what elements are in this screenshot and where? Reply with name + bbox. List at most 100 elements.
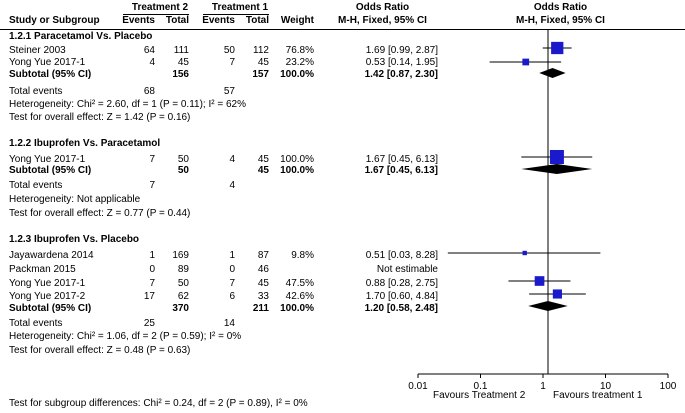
subtotal-total2: 211 <box>252 303 269 314</box>
events1: 7 <box>149 154 155 165</box>
events1-column-header: Events <box>122 15 155 26</box>
events2: 7 <box>229 57 235 68</box>
total1: 89 <box>177 264 189 275</box>
x-tick-label: 100 <box>660 381 677 392</box>
study-point-marker <box>549 150 564 164</box>
events2: 1 <box>229 250 235 261</box>
subgroup-differences-text: Test for subgroup differences: Chi² = 0.… <box>9 398 308 409</box>
subtotal-diamond <box>528 301 568 311</box>
subgroup-title: 1.2.2 Ibuprofen Vs. Paracetamol <box>9 138 161 149</box>
events1: 0 <box>149 264 155 275</box>
x-tick-label: 1 <box>540 381 546 392</box>
heterogeneity-text: Heterogeneity: Chi² = 2.60, df = 1 (P = … <box>9 99 246 110</box>
x-tick-label: 0.01 <box>408 381 428 392</box>
total1: 50 <box>177 154 189 165</box>
subtotal-ci: 1.20 [0.58, 2.48] <box>364 303 438 314</box>
total-events1: 68 <box>143 86 155 97</box>
subgroup-title: 1.2.3 Ibuprofen Vs. Placebo <box>9 234 140 245</box>
odds-ratio-ci: 0.51 [0.03, 8.28] <box>365 250 438 261</box>
events2: 7 <box>229 278 235 289</box>
subtotal-diamond <box>539 68 566 78</box>
study-point-marker <box>522 250 527 256</box>
study-name: Yong Yue 2017-1 <box>9 278 86 289</box>
group2-underline <box>203 14 269 15</box>
events1: 1 <box>149 250 155 261</box>
or-column-title: Odds Ratio <box>355 2 410 13</box>
subtotal-total2: 157 <box>252 69 269 80</box>
subtotal-label: Subtotal (95% CI) <box>9 165 92 176</box>
study-point-marker <box>522 58 530 66</box>
header-divider <box>0 29 685 30</box>
odds-ratio-ci: 1.69 [0.99, 2.87] <box>365 45 438 56</box>
total-events-label: Total events <box>9 86 63 97</box>
favours-left-label: Favours Treatment 2 <box>433 390 526 401</box>
weight-column-header: Weight <box>280 15 314 26</box>
total-events-label: Total events <box>9 180 63 191</box>
odds-ratio-ci: 1.67 [0.45, 6.13] <box>365 154 438 165</box>
overall-effect-text: Test for overall effect: Z = 0.48 (P = 0… <box>9 345 191 356</box>
odds-ratio-ci: 0.53 [0.14, 1.95] <box>365 57 438 68</box>
study-column-header: Study or Subgroup <box>9 15 100 26</box>
x-tick-label: 0.1 <box>474 381 488 392</box>
subtotal-total1: 156 <box>172 69 189 80</box>
total2-column-header: Total <box>245 15 269 26</box>
total2: 45 <box>257 278 269 289</box>
weight: 23.2% <box>285 57 314 68</box>
events1: 17 <box>143 291 155 302</box>
subtotal-total1: 370 <box>172 303 189 314</box>
subgroup-title: 1.2.1 Paracetamol Vs. Placebo <box>9 31 153 42</box>
plot-column-method: M-H, Fixed, 95% CI <box>516 15 605 26</box>
total1: 169 <box>172 250 189 261</box>
group2-header: Treatment 1 <box>211 2 269 13</box>
total1-column-header: Total <box>165 15 189 26</box>
events2: 6 <box>229 291 235 302</box>
subtotal-total2: 45 <box>257 165 269 176</box>
total-events2: 57 <box>223 86 235 97</box>
study-name: Steiner 2003 <box>9 45 66 56</box>
events1: 7 <box>149 278 155 289</box>
weight: 9.8% <box>291 250 314 261</box>
events2: 4 <box>229 154 235 165</box>
weight: 76.8% <box>285 45 314 56</box>
overall-effect-text: Test for overall effect: Z = 0.77 (P = 0… <box>9 208 191 219</box>
total1: 45 <box>177 57 189 68</box>
total2: 33 <box>257 291 269 302</box>
odds-ratio-ci: Not estimable <box>376 264 438 275</box>
total-events-label: Total events <box>9 318 63 329</box>
weight: 47.5% <box>285 278 314 289</box>
study-name: Yong Yue 2017-1 <box>9 57 86 68</box>
total2: 46 <box>257 264 269 275</box>
total2: 112 <box>253 45 269 56</box>
total-events1: 7 <box>149 180 155 191</box>
plot-column-title: Odds Ratio <box>533 2 588 13</box>
study-name: Packman 2015 <box>9 264 76 275</box>
heterogeneity-text: Heterogeneity: Not applicable <box>9 194 141 205</box>
study-point-marker <box>552 289 562 299</box>
subtotal-ci: 1.67 [0.45, 6.13] <box>364 165 438 176</box>
overall-effect-text: Test for overall effect: Z = 1.42 (P = 0… <box>9 112 191 123</box>
subtotal-ci: 1.42 [0.87, 2.30] <box>364 69 438 80</box>
subtotal-label: Subtotal (95% CI) <box>9 303 92 314</box>
subtotal-weight: 100.0% <box>280 165 314 176</box>
subtotal-diamond <box>521 164 593 174</box>
events2-column-header: Events <box>202 15 235 26</box>
events2: 50 <box>223 45 235 56</box>
group1-underline <box>123 14 189 15</box>
heterogeneity-text: Heterogeneity: Chi² = 1.06, df = 2 (P = … <box>9 331 242 342</box>
odds-ratio-ci: 0.88 [0.28, 2.75] <box>365 278 438 289</box>
total1: 62 <box>177 291 189 302</box>
subtotal-label: Subtotal (95% CI) <box>9 69 92 80</box>
subtotal-weight: 100.0% <box>280 303 314 314</box>
total-events2: 14 <box>223 318 235 329</box>
odds-ratio-ci: 1.70 [0.60, 4.84] <box>365 291 438 302</box>
events1: 64 <box>143 45 155 56</box>
favours-right-label: Favours treatment 1 <box>553 390 643 401</box>
study-name: Yong Yue 2017-1 <box>9 154 86 165</box>
total2: 45 <box>257 154 269 165</box>
total1: 111 <box>173 45 189 56</box>
weight: 42.6% <box>285 291 314 302</box>
x-tick-label: 10 <box>600 381 612 392</box>
subtotal-total1: 50 <box>177 165 189 176</box>
subtotal-weight: 100.0% <box>280 69 314 80</box>
